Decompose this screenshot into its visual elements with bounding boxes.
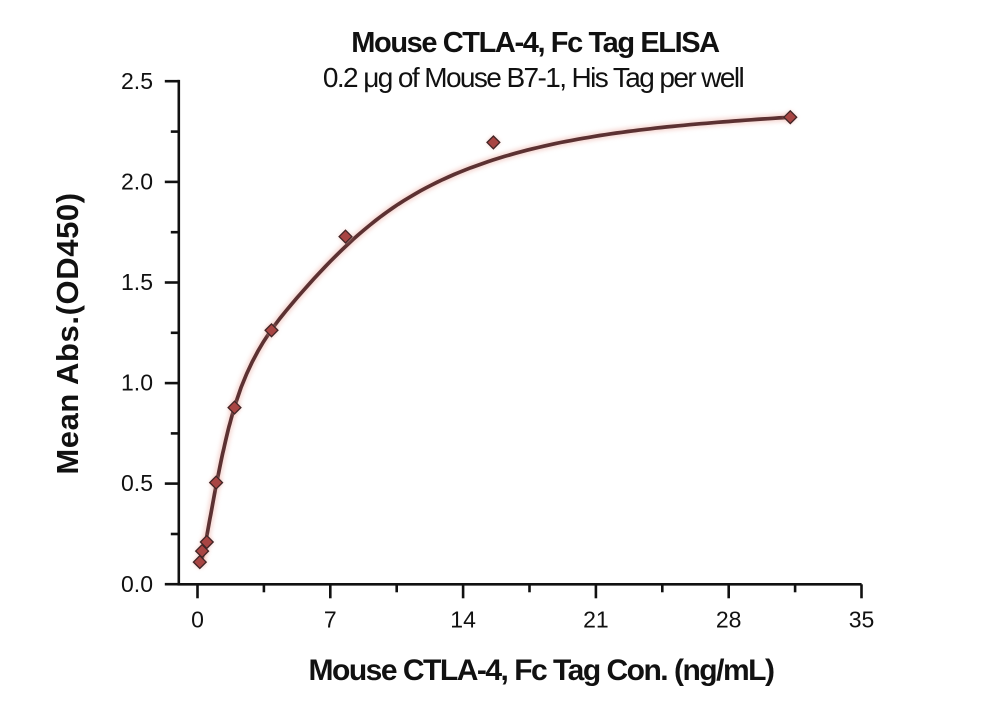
svg-text:Mouse CTLA-4, Fc Tag ELISA: Mouse CTLA-4, Fc Tag ELISA <box>351 27 720 59</box>
svg-text:28: 28 <box>716 607 742 633</box>
svg-text:0: 0 <box>191 607 204 633</box>
svg-text:0.2 μg of Mouse B7-1, His Tag: 0.2 μg of Mouse B7-1, His Tag per well <box>323 62 744 93</box>
svg-text:Mouse CTLA-4, Fc Tag Con. (ng/: Mouse CTLA-4, Fc Tag Con. (ng/mL) <box>309 654 774 687</box>
svg-text:21: 21 <box>583 607 609 633</box>
svg-text:0.5: 0.5 <box>121 470 153 496</box>
svg-text:1.5: 1.5 <box>121 269 153 295</box>
svg-text:35: 35 <box>849 607 875 633</box>
svg-text:0.0: 0.0 <box>121 571 153 597</box>
svg-text:2.5: 2.5 <box>121 68 153 94</box>
svg-text:14: 14 <box>450 607 476 633</box>
svg-text:2.0: 2.0 <box>121 169 153 195</box>
svg-text:1.0: 1.0 <box>121 370 153 396</box>
svg-text:7: 7 <box>324 607 337 633</box>
svg-text:Mean Abs.(OD450): Mean Abs.(OD450) <box>50 192 85 474</box>
